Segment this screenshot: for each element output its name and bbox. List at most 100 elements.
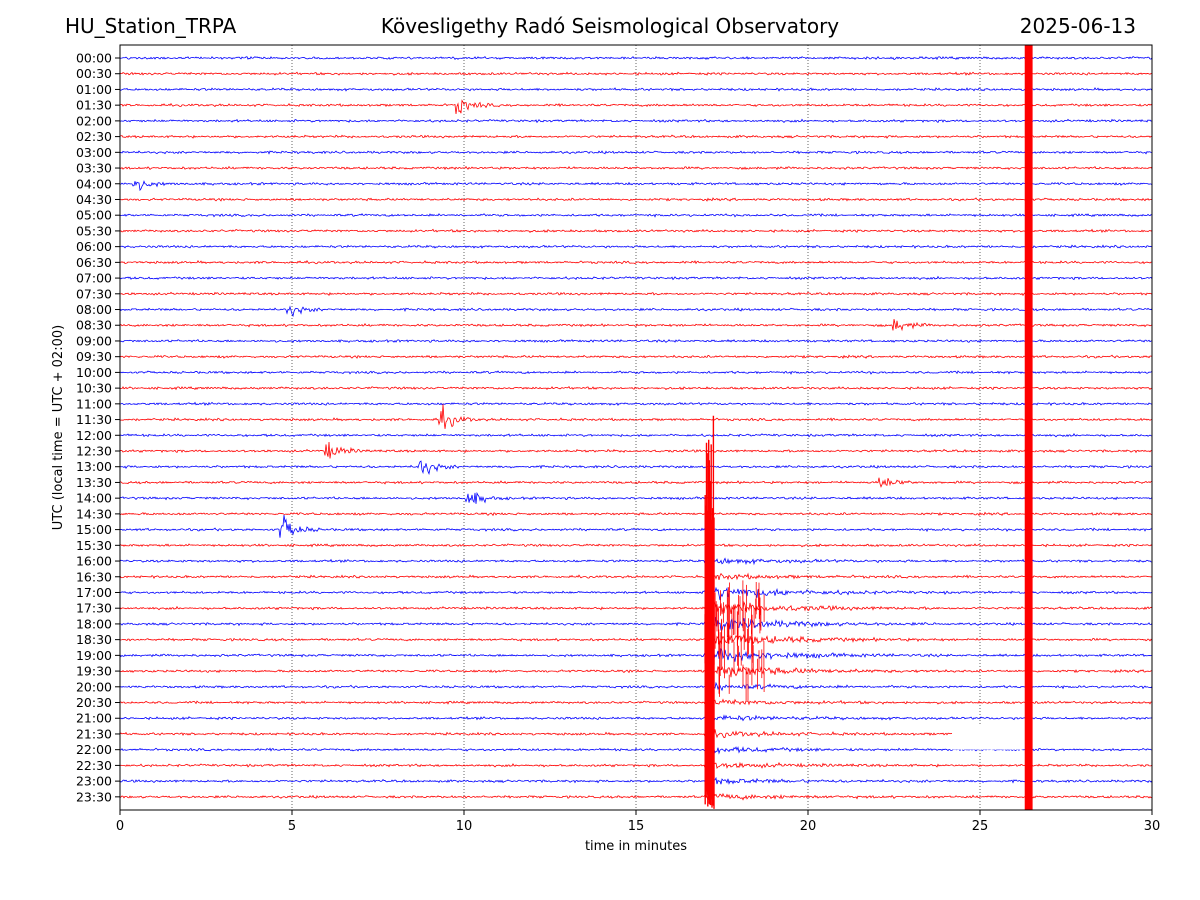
y-tick-label: 15:00 bbox=[76, 522, 112, 537]
y-tick-label: 17:00 bbox=[76, 585, 112, 600]
y-tick-label: 01:30 bbox=[76, 98, 112, 113]
station-name: HU_Station_TRPA bbox=[65, 14, 237, 38]
trace-row bbox=[119, 543, 1153, 548]
trace-row bbox=[119, 599, 1153, 615]
y-tick-label: 09:30 bbox=[76, 349, 112, 364]
trace-row bbox=[119, 698, 1153, 706]
trace-row bbox=[119, 511, 1153, 517]
y-tick-label: 04:00 bbox=[76, 176, 112, 191]
y-tick-label: 16:30 bbox=[76, 569, 112, 584]
y-tick-label: 00:30 bbox=[76, 66, 112, 81]
y-tick-label: 19:00 bbox=[76, 648, 112, 663]
trace-row bbox=[119, 87, 1153, 92]
y-tick-label: 05:00 bbox=[76, 208, 112, 223]
trace-row bbox=[119, 572, 1153, 582]
trace-row bbox=[119, 617, 1153, 634]
seismogram-traces bbox=[119, 55, 1153, 801]
y-tick-label: 21:00 bbox=[76, 711, 112, 726]
x-tick-label: 25 bbox=[972, 819, 989, 834]
y-tick-label: 17:30 bbox=[76, 601, 112, 616]
y-tick-label: 18:00 bbox=[76, 616, 112, 631]
trace-row bbox=[119, 260, 1153, 265]
y-tick-label: 07:30 bbox=[76, 286, 112, 301]
trace-row bbox=[119, 134, 1153, 139]
trace-row bbox=[119, 477, 1153, 488]
trace-row bbox=[119, 442, 1153, 459]
y-tick-label: 02:00 bbox=[76, 113, 112, 128]
trace-row bbox=[119, 646, 1153, 662]
trace-row bbox=[119, 71, 1153, 76]
trace-row bbox=[119, 460, 1153, 475]
grid-lines bbox=[291, 45, 981, 810]
seismic-events bbox=[704, 45, 1033, 810]
trace-row bbox=[119, 514, 1153, 538]
y-tick-label: 21:30 bbox=[76, 726, 112, 741]
trace-row bbox=[119, 681, 1153, 692]
trace-row bbox=[119, 401, 1153, 407]
y-tick-label: 22:30 bbox=[76, 758, 112, 773]
record-date: 2025-06-13 bbox=[1019, 14, 1136, 38]
y-tick-label: 10:30 bbox=[76, 381, 112, 396]
y-tick-label: 00:00 bbox=[76, 51, 112, 66]
trace-row bbox=[119, 792, 1153, 801]
y-tick-label: 14:30 bbox=[76, 506, 112, 521]
trace-row bbox=[119, 180, 1153, 192]
trace-row bbox=[119, 665, 1153, 678]
x-tick-label: 5 bbox=[288, 819, 296, 834]
y-tick-label: 11:00 bbox=[76, 396, 112, 411]
trace-row bbox=[119, 165, 1153, 171]
trace-row bbox=[119, 244, 1153, 249]
trace-row bbox=[119, 776, 1153, 785]
x-axis-label: time in minutes bbox=[585, 839, 687, 854]
y-tick-label: 02:30 bbox=[76, 129, 112, 144]
trace-row bbox=[119, 319, 1153, 332]
y-tick-label: 04:30 bbox=[76, 192, 112, 207]
y-tick-label: 23:30 bbox=[76, 789, 112, 804]
trace-row bbox=[119, 386, 1153, 391]
y-tick-label: 08:00 bbox=[76, 302, 112, 317]
trace-row bbox=[119, 714, 1153, 722]
trace-row bbox=[119, 291, 1153, 297]
y-tick-label: 22:00 bbox=[76, 742, 112, 757]
y-tick-label: 13:00 bbox=[76, 459, 112, 474]
y-tick-label: 07:00 bbox=[76, 271, 112, 286]
trace-row bbox=[119, 99, 1153, 114]
trace-row bbox=[119, 150, 1153, 155]
trace-row bbox=[119, 55, 1153, 61]
trace-row bbox=[119, 633, 1153, 649]
y-tick-label: 05:30 bbox=[76, 223, 112, 238]
x-tick-label: 0 bbox=[116, 819, 124, 834]
trace-row bbox=[119, 491, 1153, 504]
trace-row bbox=[119, 118, 1153, 124]
x-tick-label: 30 bbox=[1144, 819, 1161, 834]
y-tick-label: 15:30 bbox=[76, 538, 112, 553]
y-tick-label: 20:00 bbox=[76, 679, 112, 694]
data-gap bbox=[952, 724, 1023, 750]
trace-row bbox=[119, 432, 1153, 438]
saturated-band bbox=[1024, 45, 1033, 810]
trace-row bbox=[119, 197, 1153, 202]
x-axis-ticks: 0 5 10 15 20 25 30 bbox=[116, 810, 1160, 834]
trace-row bbox=[119, 404, 1153, 429]
y-tick-label: 16:00 bbox=[76, 554, 112, 569]
trace-row bbox=[119, 228, 1153, 234]
y-tick-label: 03:30 bbox=[76, 161, 112, 176]
y-tick-label: 19:30 bbox=[76, 664, 112, 679]
y-tick-label: 06:30 bbox=[76, 255, 112, 270]
x-tick-label: 20 bbox=[800, 819, 817, 834]
y-tick-label: 23:00 bbox=[76, 774, 112, 789]
trace-row bbox=[119, 275, 1153, 281]
y-tick-label: 13:30 bbox=[76, 475, 112, 490]
y-axis-label: UTC (local time = UTC + 02:00) bbox=[51, 325, 66, 530]
y-tick-label: 14:00 bbox=[76, 491, 112, 506]
trace-row bbox=[119, 338, 1153, 344]
y-tick-label: 20:30 bbox=[76, 695, 112, 710]
trace-row bbox=[119, 729, 953, 739]
trace-row bbox=[119, 370, 1153, 375]
trace-row bbox=[119, 586, 1153, 601]
observatory-title: Kövesligethy Radó Seismological Observat… bbox=[380, 14, 840, 38]
y-tick-label: 12:00 bbox=[76, 428, 112, 443]
y-tick-label: 18:30 bbox=[76, 632, 112, 647]
x-tick-label: 10 bbox=[456, 819, 473, 834]
